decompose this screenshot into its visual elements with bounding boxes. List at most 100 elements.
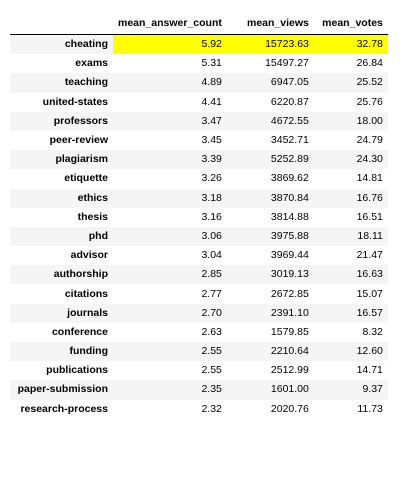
- table-row: phd 3.06 3975.88 18.11: [10, 227, 388, 246]
- table-row: ethics 3.18 3870.84 16.76: [10, 189, 388, 208]
- cell-mean-votes: 16.57: [314, 304, 388, 323]
- column-header-mean-votes: mean_votes: [314, 12, 388, 35]
- cell-mean-answer-count: 3.16: [113, 208, 227, 227]
- table-row: professors 3.47 4672.55 18.00: [10, 112, 388, 131]
- table-row: thesis 3.16 3814.88 16.51: [10, 208, 388, 227]
- index-header: [10, 12, 113, 35]
- table-row: plagiarism 3.39 5252.89 24.30: [10, 150, 388, 169]
- cell-mean-views: 2020.76: [227, 400, 314, 419]
- table-row: publications 2.55 2512.99 14.71: [10, 361, 388, 380]
- row-index-label: peer-review: [10, 131, 113, 150]
- cell-mean-answer-count: 2.85: [113, 265, 227, 284]
- cell-mean-views: 3814.88: [227, 208, 314, 227]
- row-index-label: citations: [10, 284, 113, 303]
- cell-mean-views: 1579.85: [227, 323, 314, 342]
- cell-mean-views: 2512.99: [227, 361, 314, 380]
- cell-mean-views: 3975.88: [227, 227, 314, 246]
- cell-mean-views: 4672.55: [227, 112, 314, 131]
- column-header-mean-views: mean_views: [227, 12, 314, 35]
- cell-mean-answer-count: 2.70: [113, 304, 227, 323]
- table-row: united-states 4.41 6220.87 25.76: [10, 93, 388, 112]
- row-index-label: phd: [10, 227, 113, 246]
- cell-mean-votes: 25.76: [314, 93, 388, 112]
- cell-mean-answer-count: 2.63: [113, 323, 227, 342]
- row-index-label: cheating: [10, 35, 113, 55]
- row-index-label: advisor: [10, 246, 113, 265]
- table-row: authorship 2.85 3019.13 16.63: [10, 265, 388, 284]
- cell-mean-votes: 24.30: [314, 150, 388, 169]
- cell-mean-answer-count: 3.06: [113, 227, 227, 246]
- row-index-label: publications: [10, 361, 113, 380]
- cell-mean-votes: 24.79: [314, 131, 388, 150]
- table-row: funding 2.55 2210.64 12.60: [10, 342, 388, 361]
- cell-mean-votes: 16.51: [314, 208, 388, 227]
- cell-mean-answer-count: 3.39: [113, 150, 227, 169]
- cell-mean-views: 6220.87: [227, 93, 314, 112]
- row-index-label: united-states: [10, 93, 113, 112]
- cell-mean-votes: 32.78: [314, 35, 388, 55]
- cell-mean-answer-count: 5.92: [113, 35, 227, 55]
- cell-mean-answer-count: 2.35: [113, 380, 227, 399]
- cell-mean-answer-count: 2.32: [113, 400, 227, 419]
- cell-mean-votes: 25.52: [314, 73, 388, 92]
- header-row: mean_answer_count mean_views mean_votes: [10, 12, 388, 35]
- cell-mean-views: 3019.13: [227, 265, 314, 284]
- cell-mean-views: 15723.63: [227, 35, 314, 55]
- cell-mean-views: 3869.62: [227, 169, 314, 188]
- table-row: citations 2.77 2672.85 15.07: [10, 284, 388, 303]
- cell-mean-views: 3870.84: [227, 189, 314, 208]
- row-index-label: conference: [10, 323, 113, 342]
- cell-mean-views: 6947.05: [227, 73, 314, 92]
- table-header: mean_answer_count mean_views mean_votes: [10, 12, 388, 35]
- table-row: paper-submission 2.35 1601.00 9.37: [10, 380, 388, 399]
- cell-mean-answer-count: 2.55: [113, 342, 227, 361]
- cell-mean-votes: 15.07: [314, 284, 388, 303]
- cell-mean-views: 2210.64: [227, 342, 314, 361]
- cell-mean-answer-count: 2.77: [113, 284, 227, 303]
- cell-mean-answer-count: 3.26: [113, 169, 227, 188]
- cell-mean-answer-count: 3.47: [113, 112, 227, 131]
- cell-mean-answer-count: 3.04: [113, 246, 227, 265]
- table-row: conference 2.63 1579.85 8.32: [10, 323, 388, 342]
- column-header-mean-answer-count: mean_answer_count: [113, 12, 227, 35]
- cell-mean-votes: 9.37: [314, 380, 388, 399]
- cell-mean-answer-count: 3.18: [113, 189, 227, 208]
- row-index-label: paper-submission: [10, 380, 113, 399]
- row-index-label: thesis: [10, 208, 113, 227]
- row-index-label: exams: [10, 54, 113, 73]
- table-row: advisor 3.04 3969.44 21.47: [10, 246, 388, 265]
- table-row: journals 2.70 2391.10 16.57: [10, 304, 388, 323]
- cell-mean-answer-count: 2.55: [113, 361, 227, 380]
- table-row: teaching 4.89 6947.05 25.52: [10, 73, 388, 92]
- cell-mean-views: 5252.89: [227, 150, 314, 169]
- row-index-label: teaching: [10, 73, 113, 92]
- cell-mean-views: 2672.85: [227, 284, 314, 303]
- cell-mean-votes: 18.11: [314, 227, 388, 246]
- row-index-label: journals: [10, 304, 113, 323]
- row-index-label: professors: [10, 112, 113, 131]
- table-row: etiquette 3.26 3869.62 14.81: [10, 169, 388, 188]
- table-row: peer-review 3.45 3452.71 24.79: [10, 131, 388, 150]
- row-index-label: funding: [10, 342, 113, 361]
- row-index-label: etiquette: [10, 169, 113, 188]
- cell-mean-votes: 12.60: [314, 342, 388, 361]
- row-index-label: ethics: [10, 189, 113, 208]
- cell-mean-views: 3452.71: [227, 131, 314, 150]
- cell-mean-votes: 18.00: [314, 112, 388, 131]
- cell-mean-votes: 16.63: [314, 265, 388, 284]
- dataframe-output: mean_answer_count mean_views mean_votes …: [10, 12, 388, 419]
- cell-mean-votes: 11.73: [314, 400, 388, 419]
- table-row: cheating 5.92 15723.63 32.78: [10, 35, 388, 55]
- row-index-label: research-process: [10, 400, 113, 419]
- cell-mean-votes: 21.47: [314, 246, 388, 265]
- cell-mean-views: 3969.44: [227, 246, 314, 265]
- cell-mean-views: 2391.10: [227, 304, 314, 323]
- cell-mean-answer-count: 4.89: [113, 73, 227, 92]
- cell-mean-views: 1601.00: [227, 380, 314, 399]
- table-body: cheating 5.92 15723.63 32.78 exams 5.31 15497.…: [10, 35, 388, 419]
- cell-mean-votes: 26.84: [314, 54, 388, 73]
- row-index-label: authorship: [10, 265, 113, 284]
- row-index-label: plagiarism: [10, 150, 113, 169]
- cell-mean-answer-count: 5.31: [113, 54, 227, 73]
- cell-mean-votes: 8.32: [314, 323, 388, 342]
